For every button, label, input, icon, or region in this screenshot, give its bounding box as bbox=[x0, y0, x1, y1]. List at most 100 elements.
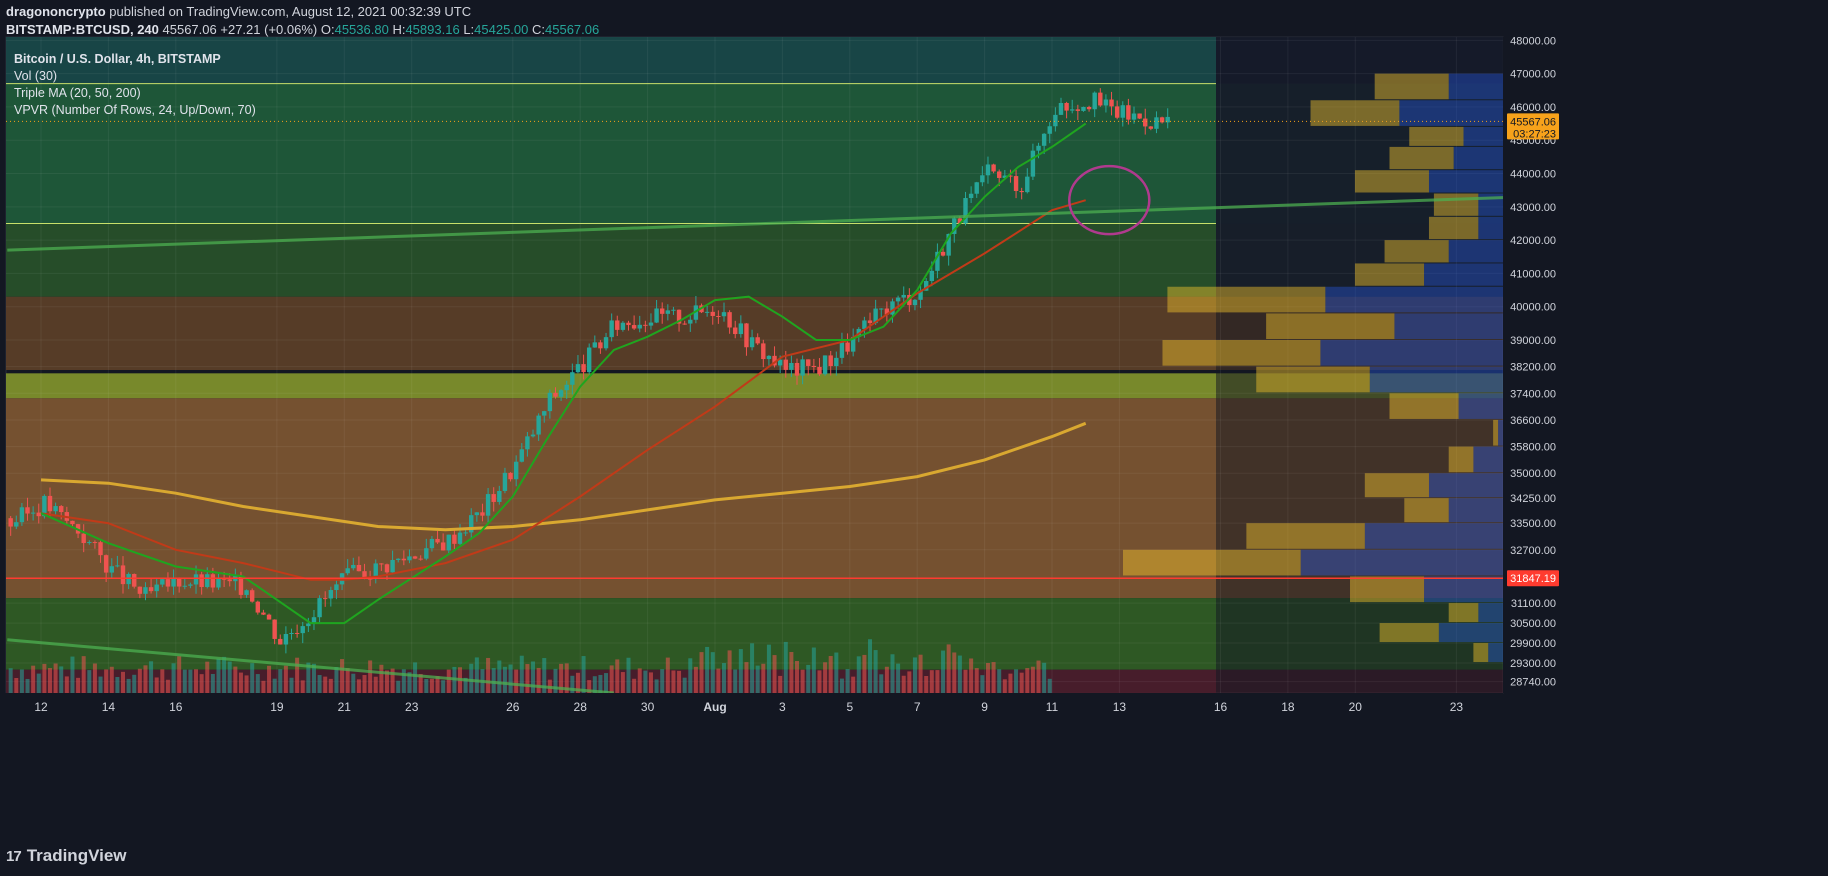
candle-body bbox=[143, 587, 148, 594]
candle-body bbox=[789, 363, 794, 370]
volume-bar bbox=[115, 677, 120, 693]
volume-bar bbox=[665, 657, 670, 693]
ma50-line bbox=[40, 199, 1086, 581]
candle-body bbox=[581, 364, 586, 373]
author-name[interactable]: dragononcrypto bbox=[6, 4, 106, 19]
candle-body bbox=[1075, 109, 1081, 111]
publish-info: published on TradingView.com, August 12,… bbox=[109, 4, 472, 19]
candle-body bbox=[199, 574, 204, 588]
volume-bar bbox=[188, 669, 193, 693]
candle-body bbox=[25, 507, 30, 514]
volume-bar bbox=[604, 673, 609, 693]
volume-bar bbox=[396, 680, 401, 693]
volume-bar bbox=[946, 644, 951, 693]
price-tick-label: 48000.00 bbox=[1510, 35, 1556, 47]
volume-bar bbox=[244, 675, 249, 693]
volume-bar bbox=[351, 673, 356, 693]
legend-symbol-title[interactable]: Bitcoin / U.S. Dollar, 4h, BITSTAMP bbox=[14, 52, 221, 66]
candle-body bbox=[171, 578, 176, 587]
vpvr-bar-down bbox=[1448, 73, 1503, 100]
price-tick-label: 29300.00 bbox=[1510, 658, 1556, 670]
volume-bar bbox=[957, 655, 962, 693]
candle-body bbox=[412, 556, 418, 559]
price-tick-label: 36600.00 bbox=[1510, 415, 1556, 427]
candle-body bbox=[980, 175, 985, 183]
candle-body bbox=[1137, 113, 1142, 119]
candle-body bbox=[822, 355, 828, 375]
candle-body bbox=[182, 585, 187, 587]
candle-body bbox=[867, 320, 873, 324]
candle-body bbox=[396, 558, 401, 560]
time-tick-label: 30 bbox=[641, 700, 655, 714]
volume-bar bbox=[70, 656, 75, 693]
volume-bar bbox=[733, 669, 738, 693]
legend-volume[interactable]: Vol (30) bbox=[14, 69, 58, 83]
candle-body bbox=[963, 198, 968, 224]
candle-body bbox=[19, 507, 25, 523]
candle-body bbox=[727, 312, 732, 328]
volume-bar bbox=[800, 669, 805, 693]
candle-body bbox=[249, 590, 255, 602]
volume-bar bbox=[783, 641, 788, 693]
candle-body bbox=[502, 472, 508, 491]
volume-bar bbox=[283, 665, 288, 693]
time-tick-label: 18 bbox=[1281, 700, 1295, 714]
candle-body bbox=[637, 324, 642, 329]
candle-body bbox=[570, 372, 575, 385]
volume-bar bbox=[194, 669, 199, 693]
volume-bar bbox=[407, 672, 412, 693]
volume-bar bbox=[508, 664, 513, 693]
vpvr-bar-up bbox=[1404, 498, 1449, 523]
candle-body bbox=[1086, 106, 1092, 110]
last-price-tag-label: 45567.06 bbox=[1510, 116, 1556, 128]
candle-body bbox=[738, 323, 744, 335]
legend-vpvr[interactable]: VPVR (Number Of Rows, 24, Up/Down, 70) bbox=[14, 103, 256, 117]
volume-bar bbox=[429, 678, 434, 693]
volume-bar bbox=[553, 668, 558, 693]
volume-bar bbox=[856, 656, 861, 693]
candle-body bbox=[497, 490, 502, 502]
candle-body bbox=[126, 573, 131, 585]
vpvr-bar-up bbox=[1310, 100, 1400, 126]
volume-bar bbox=[474, 657, 479, 693]
candle-body bbox=[356, 564, 362, 572]
price-tick-label: 33500.00 bbox=[1510, 518, 1556, 530]
candle-body bbox=[1159, 117, 1165, 123]
candle-body bbox=[974, 182, 979, 194]
candle-body bbox=[862, 320, 867, 329]
tradingview-brand[interactable]: 17 TradingView bbox=[6, 846, 127, 866]
zone-band bbox=[6, 83, 1216, 224]
low-value: 45425.00 bbox=[474, 22, 529, 37]
candle-body bbox=[418, 558, 423, 560]
legend-triple-ma[interactable]: Triple MA (20, 50, 200) bbox=[14, 86, 141, 100]
volume-bar bbox=[267, 665, 272, 693]
candle-body bbox=[1092, 92, 1097, 110]
candle-body bbox=[766, 355, 772, 360]
volume-bar bbox=[912, 657, 917, 693]
vpvr-bar-down bbox=[1463, 126, 1503, 146]
time-tick-label: 14 bbox=[102, 700, 116, 714]
candle-body bbox=[755, 337, 760, 344]
candle-body bbox=[317, 598, 322, 618]
candle-body bbox=[1036, 145, 1041, 151]
vpvr-bar-down bbox=[1320, 340, 1503, 366]
candle-body bbox=[918, 290, 923, 300]
volume-bar bbox=[1047, 678, 1052, 693]
candle-body bbox=[1008, 175, 1013, 177]
volume-bar bbox=[81, 656, 86, 693]
candle-body bbox=[390, 559, 395, 573]
candle-body bbox=[895, 297, 901, 302]
volume-bar bbox=[862, 654, 867, 693]
candle-body bbox=[536, 415, 541, 435]
volume-bar bbox=[727, 650, 732, 693]
volume-bar bbox=[171, 663, 176, 693]
candle-body bbox=[165, 579, 171, 587]
volume-bar bbox=[446, 669, 451, 693]
candle-body bbox=[435, 538, 440, 543]
volume-bar bbox=[648, 672, 653, 693]
candle-body bbox=[834, 357, 839, 367]
price-tick-label: 31100.00 bbox=[1511, 598, 1556, 610]
volume-bar bbox=[1002, 679, 1007, 693]
volume-bar bbox=[845, 669, 850, 693]
